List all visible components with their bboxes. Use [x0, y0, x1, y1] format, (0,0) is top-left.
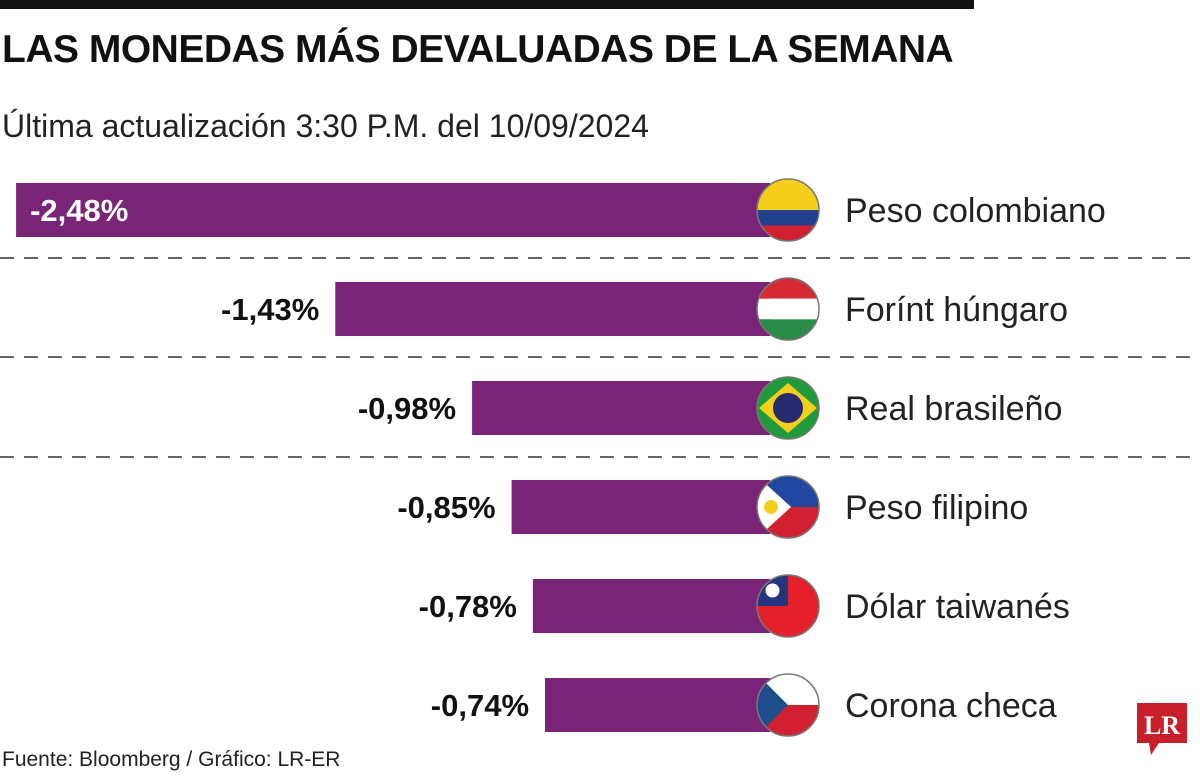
flag-border: [756, 376, 820, 440]
value-label: -2,48%: [30, 193, 128, 228]
bar: [335, 282, 770, 336]
category-label: Forínt húngaro: [845, 291, 1068, 329]
flag-border: [756, 475, 820, 539]
svg-text:LR: LR: [1144, 711, 1180, 740]
value-label: -0,74%: [431, 688, 529, 723]
value-label: -0,78%: [419, 589, 517, 624]
chart-subtitle: Última actualización 3:30 P.M. del 10/09…: [2, 108, 649, 144]
value-label: -0,98%: [358, 391, 456, 426]
lr-logo: LR: [1137, 703, 1187, 755]
value-label: -0,85%: [397, 490, 495, 525]
bar: [16, 183, 770, 237]
chart-title: LAS MONEDAS MÁS DEVALUADAS DE LA SEMANA: [2, 28, 954, 71]
hungary-flag-icon: [757, 278, 819, 340]
category-label: Corona checa: [845, 687, 1057, 725]
flag-border: [756, 277, 820, 341]
category-label: Peso filipino: [845, 489, 1028, 527]
category-label: Dólar taiwanés: [845, 588, 1070, 626]
flag-border: [756, 178, 820, 242]
top-rule: [0, 0, 974, 9]
bar: [511, 480, 770, 534]
brazil-flag-icon: [757, 377, 819, 439]
flag-border: [756, 574, 820, 638]
category-label: Real brasileño: [845, 390, 1062, 428]
value-label: -1,43%: [221, 292, 319, 327]
flag-border: [756, 673, 820, 737]
bar: [472, 381, 770, 435]
category-label: Peso colombiano: [845, 192, 1106, 230]
bar: [532, 579, 770, 633]
source-note: Fuente: Bloomberg / Gráfico: LR-ER: [2, 748, 341, 771]
bar: [545, 678, 770, 732]
